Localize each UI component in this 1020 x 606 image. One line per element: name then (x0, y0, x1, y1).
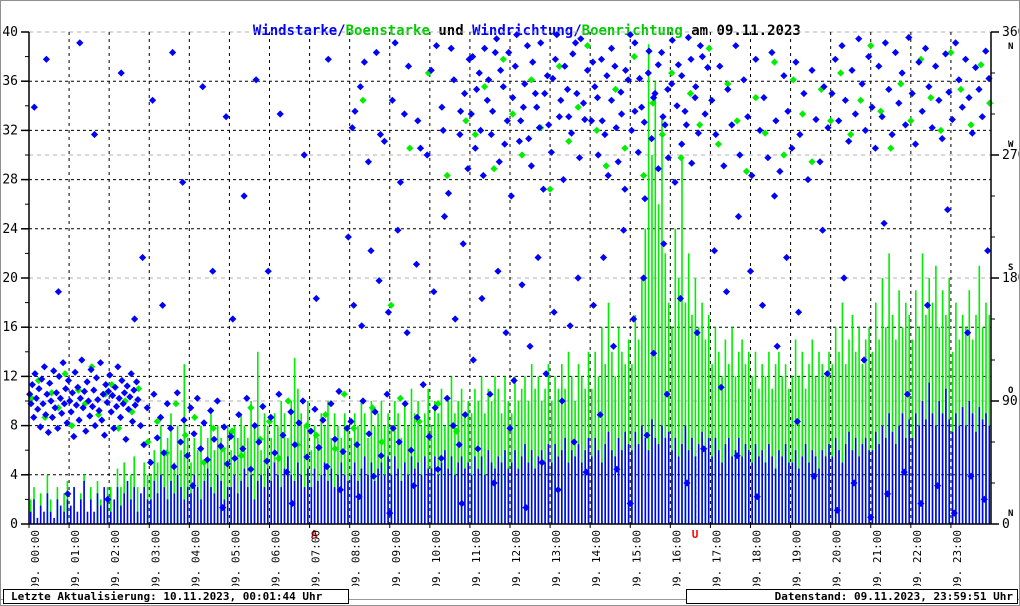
data-timestamp-label: Datenstand: 09.11.2023, 23:59:51 Uhr (686, 589, 1018, 604)
x-axis-hour-label: 09. 11:00 (470, 530, 483, 586)
x-axis: 09. 00:00 09. 01:00 09. 02:00 09. 03:00 09. … (28, 524, 964, 586)
x-axis-hour-label: 09. 22:00 (911, 530, 924, 586)
last-update-label: Letzte Aktualisierung: 10.11.2023, 00:01… (3, 589, 349, 604)
x-axis-hour-label: 09. 20:00 (831, 530, 844, 586)
title-boenstarke: Boenstarke (345, 23, 430, 39)
x-axis-hour-label: 09. 14:00 (590, 530, 603, 586)
wind-direction-points (26, 31, 993, 521)
compass-letter: O (1008, 386, 1014, 396)
left-axis-tick-label: 40 (2, 25, 18, 40)
x-axis-hour-label: 09. 19:00 (791, 530, 804, 586)
x-axis-hour-label: 09. 05:00 (229, 530, 242, 586)
left-axis-tick-label: 24 (2, 222, 18, 237)
x-axis-hour-label: 09. 00:00 (29, 530, 42, 586)
right-axis-tick-label: 360 (1002, 25, 1020, 40)
title-und: und (429, 23, 473, 39)
sunrise-letter: A (311, 528, 318, 541)
left-axis-tick-label: 0 (10, 517, 18, 532)
compass-letter: W (1008, 140, 1014, 150)
x-axis-hour-label: 09. 01:00 (69, 530, 82, 586)
right-axis-tick-label: 270 (1002, 148, 1020, 163)
grid (29, 31, 991, 524)
left-axis-tick-label: 36 (2, 74, 18, 89)
left-axis-tick-label: 4 (10, 468, 18, 483)
wind-chart: AU0481216202428323640360N270W180S90O0N09… (2, 25, 1020, 586)
left-axis-tick-label: 8 (10, 419, 18, 434)
x-axis-hour-label: 09. 13:00 (550, 530, 563, 586)
compass-letter: N (1008, 509, 1013, 519)
x-axis-hour-label: 09. 02:00 (109, 530, 122, 586)
title-windstarke: Windstarke/ (252, 23, 346, 39)
x-axis-hour-label: 09. 15:00 (630, 530, 643, 586)
right-axis-tick-label: 90 (1002, 394, 1018, 409)
x-axis-hour-label: 09. 06:00 (270, 530, 283, 586)
x-axis-hour-label: 09. 17:00 (710, 530, 723, 586)
footer-divider-line (1, 599, 1019, 600)
x-axis-hour-label: 09. 12:00 (510, 530, 523, 586)
left-axis-tick-label: 16 (2, 320, 18, 335)
x-axis-hour-label: 09. 16:00 (670, 530, 683, 586)
title-boenrichtung: Boenrichtung (581, 23, 683, 39)
left-axis-tick-label: 12 (2, 369, 18, 384)
sunset-letter: U (692, 528, 699, 541)
compass-letter: N (1008, 42, 1013, 52)
x-axis-hour-label: 09. 23:00 (951, 530, 964, 586)
x-axis-hour-label: 09. 08:00 (350, 530, 363, 586)
title-date: am 09.11.2023 (682, 23, 801, 39)
x-axis-hour-label: 09. 07:00 (310, 530, 323, 586)
right-axis: 360N270W180S90O0N (991, 25, 1020, 532)
x-axis-hour-label: 09. 04:00 (189, 530, 202, 586)
right-axis-tick-label: 0 (1002, 517, 1010, 532)
left-axis-tick-label: 20 (2, 271, 18, 286)
x-axis-hour-label: 09. 09:00 (390, 530, 403, 586)
left-axis-tick-label: 28 (2, 173, 18, 188)
x-axis-hour-label: 09. 21:00 (871, 530, 884, 586)
compass-letter: S (1008, 263, 1013, 273)
x-axis-hour-label: 09. 10:00 (430, 530, 443, 586)
x-axis-hour-label: 09. 03:00 (149, 530, 162, 586)
x-axis-hour-label: 09. 18:00 (751, 530, 764, 586)
right-axis-tick-label: 180 (1002, 271, 1020, 286)
left-axis-tick-label: 32 (2, 123, 18, 138)
wind-speed-series (29, 382, 991, 524)
left-axis: 0 4 8 12 16 20 24 28 32 36 40 (2, 25, 29, 532)
